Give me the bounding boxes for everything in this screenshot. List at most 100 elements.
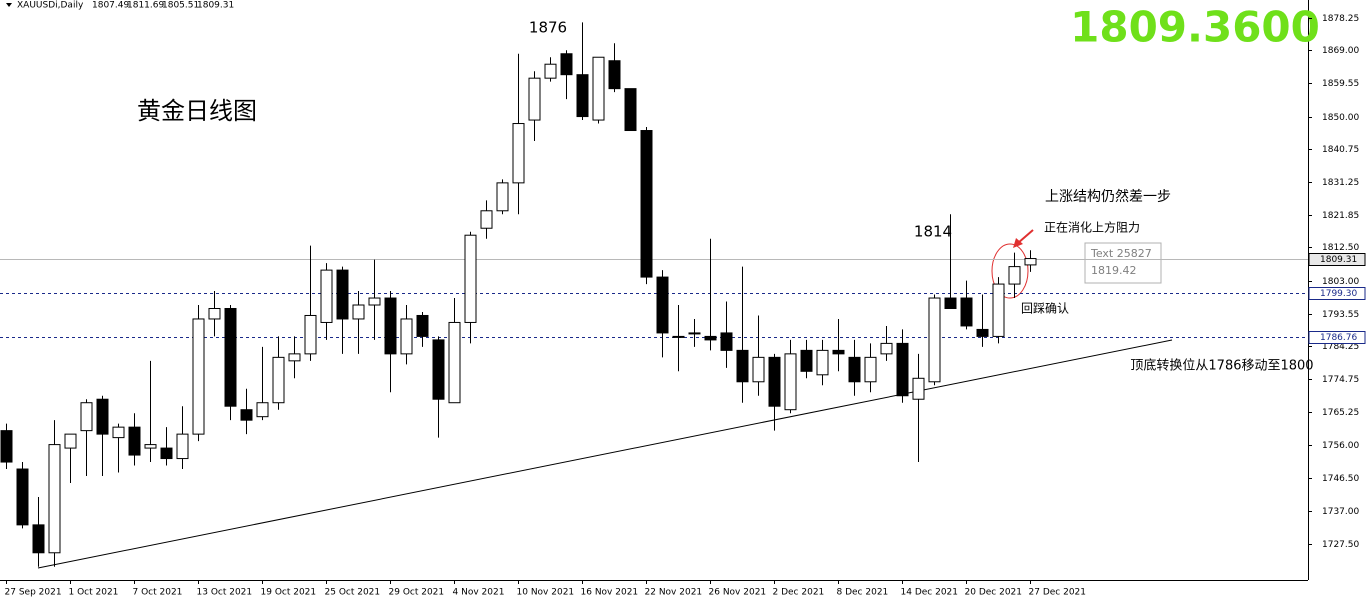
price-label-box	[1308, 287, 1366, 300]
x-tick-label: 10 Nov 2021	[517, 588, 575, 598]
tooltip-text: 1819.42	[1091, 264, 1137, 277]
header-icon	[6, 3, 12, 7]
candle-body	[368, 297, 381, 306]
candle-body	[640, 130, 653, 278]
y-tick-label: 1878.25	[1322, 14, 1359, 24]
candle-body	[1024, 258, 1037, 266]
y-tick-label: 1840.75	[1322, 145, 1359, 155]
header-high: 1811.69	[127, 1, 164, 11]
candle-body	[608, 60, 621, 90]
candle-body	[448, 321, 461, 404]
candle-body	[208, 307, 221, 320]
candle-body	[992, 283, 1005, 337]
candle-body	[944, 297, 957, 309]
candle-body	[320, 269, 333, 323]
candle-body	[416, 314, 429, 337]
candle-body	[240, 409, 253, 421]
candle-body	[96, 398, 109, 435]
y-tick-label: 1774.75	[1322, 375, 1359, 385]
candle-body	[336, 269, 349, 320]
candle-body	[784, 353, 797, 411]
x-tick-label: 14 Dec 2021	[901, 588, 959, 598]
price-label-box	[1308, 331, 1366, 344]
x-tick-label: 4 Nov 2021	[453, 588, 505, 598]
y-tick-label: 1737.00	[1322, 507, 1359, 517]
x-tick-label: 16 Nov 2021	[581, 588, 639, 598]
candle-body	[928, 297, 941, 383]
annotation: 上涨结构仍然差一步	[1045, 188, 1171, 205]
x-tick-label: 7 Oct 2021	[133, 588, 183, 598]
price-label-box	[1308, 253, 1366, 266]
candle-body	[304, 314, 317, 355]
y-tick-label: 1812.50	[1322, 243, 1359, 253]
x-tick-label: 8 Dec 2021	[837, 588, 889, 598]
candle-body	[224, 307, 237, 407]
candle-body	[688, 332, 701, 335]
candle-body	[144, 444, 157, 449]
annotation: 顶底转换位从1786移动至1800	[1130, 358, 1313, 374]
candle-body	[0, 430, 13, 463]
candle-body	[480, 210, 493, 229]
candle-body	[656, 276, 669, 334]
x-tick-label: 27 Dec 2021	[1029, 588, 1087, 598]
x-tick-label: 29 Oct 2021	[389, 588, 445, 598]
candle-body	[272, 356, 285, 404]
y-tick-label: 1784.25	[1322, 342, 1359, 352]
candle-body	[112, 426, 125, 439]
y-tick-label: 1821.85	[1322, 211, 1359, 221]
candle-body	[832, 349, 845, 355]
candle-body	[384, 297, 397, 355]
y-tick-label: 1756.00	[1322, 441, 1359, 451]
candle-body	[768, 356, 781, 407]
x-tick-label: 22 Nov 2021	[645, 588, 703, 598]
candle-body	[432, 339, 445, 400]
arrow	[1017, 229, 1034, 244]
candle-body	[160, 447, 173, 460]
candle-body	[512, 123, 525, 184]
price-display: 1809.3600	[1070, 3, 1320, 52]
y-tick-label: 1765.25	[1322, 408, 1359, 418]
candle-body	[736, 349, 749, 383]
tooltip-box	[1084, 242, 1162, 284]
y-tick-label: 1869.00	[1322, 46, 1359, 56]
tooltip-text: Text 25827	[1090, 247, 1152, 260]
candle-body	[400, 318, 413, 355]
trend-line	[37, 339, 1173, 569]
candle-body	[32, 524, 45, 554]
candle-body	[976, 328, 989, 337]
x-tick-label: 27 Sep 2021	[5, 588, 62, 598]
x-tick-label: 1 Oct 2021	[69, 588, 119, 598]
candle-body	[48, 444, 61, 554]
candle-body	[576, 74, 589, 118]
y-tick-label: 1831.25	[1322, 178, 1359, 188]
candle-body	[16, 468, 29, 526]
candle-body	[64, 433, 77, 449]
candle-body	[464, 234, 477, 323]
candle-body	[176, 433, 189, 460]
candle-body	[848, 356, 861, 383]
x-tick-label: 19 Oct 2021	[261, 588, 317, 598]
candle-body	[720, 332, 733, 351]
y-tick-label: 1803.00	[1322, 277, 1359, 287]
candle-body	[672, 335, 685, 338]
header-open: 1807.49	[92, 1, 129, 11]
x-tick-label: 2 Dec 2021	[773, 588, 825, 598]
header-close: 1809.31	[197, 1, 234, 11]
candle-body	[624, 88, 637, 132]
annotation: 1814	[914, 223, 952, 241]
y-tick-label: 1859.55	[1322, 79, 1359, 89]
price-label: 1786.76	[1320, 333, 1357, 343]
candle-body	[192, 318, 205, 435]
candle-body	[816, 349, 829, 376]
annotation: 回踩确认	[1021, 302, 1069, 316]
x-tick-label: 26 Nov 2021	[709, 588, 767, 598]
header-low: 1805.51	[162, 1, 199, 11]
candle-body	[880, 342, 893, 355]
candle-body	[128, 426, 141, 456]
candle-body	[560, 53, 573, 76]
y-tick-label: 1850.00	[1322, 113, 1359, 123]
candle-body	[80, 402, 93, 432]
price-label: 1809.31	[1320, 255, 1357, 265]
candle-body	[1008, 266, 1021, 285]
